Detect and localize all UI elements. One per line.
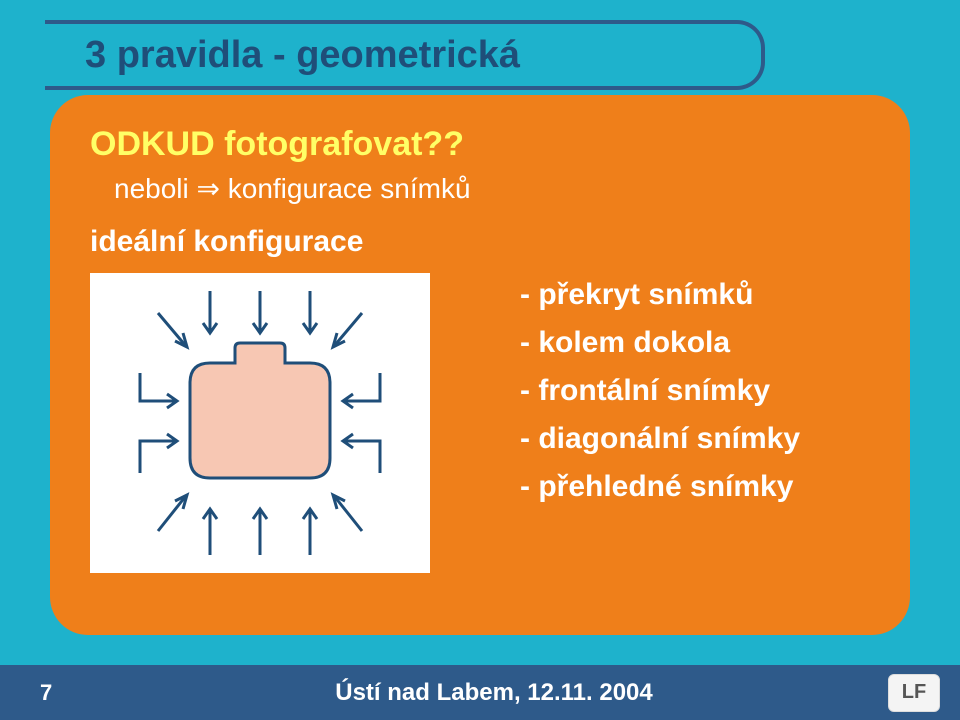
footer: 7 Ústí nad Labem, 12.11. 2004 LF [0,665,960,720]
right-column: - překryt snímků - kolem dokola - frontá… [520,225,870,511]
footer-logo: LF [888,674,940,712]
bullet-item: - diagonální snímky [520,415,870,463]
bullet-item: - přehledné snímky [520,463,870,511]
title-box: 3 pravidla - geometrická [45,20,765,90]
subtitle-text: neboli ⇒ konfigurace snímků [114,172,870,205]
slide-title: 3 pravidla - geometrická [85,34,520,77]
bullet-item: - frontální snímky [520,367,870,415]
page-number: 7 [40,680,100,706]
bullet-item: - kolem dokola [520,319,870,367]
slide: 3 pravidla - geometrická ODKUD fotografo… [0,0,960,720]
configuration-diagram [90,273,430,573]
footer-text: Ústí nad Labem, 12.11. 2004 [100,679,888,707]
diagram-shape [190,343,330,478]
left-label: ideální konfigurace [90,225,470,259]
content-card: ODKUD fotografovat?? neboli ⇒ konfigurac… [50,95,910,635]
bullet-item: - překryt snímků [520,271,870,319]
left-column: ideální konfigurace [90,225,470,573]
question-text: ODKUD fotografovat?? [90,125,870,164]
diagram-svg [90,273,430,573]
